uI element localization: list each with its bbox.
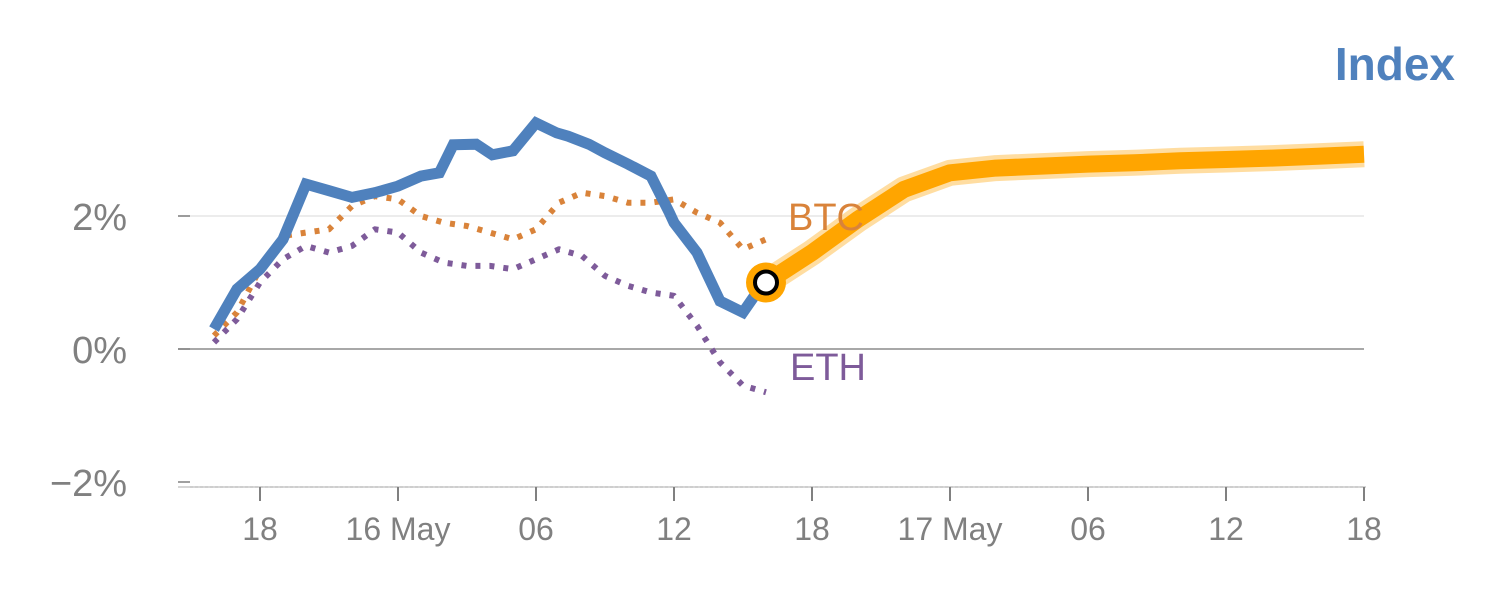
axis-layer: 2% 0% −2% 18 16 May 06 12 18 17 May 06 12 18 bbox=[50, 197, 1382, 547]
x-tick-label: 12 bbox=[1208, 511, 1244, 547]
eth-series-line bbox=[211, 226, 767, 396]
x-tick-label: 16 May bbox=[346, 511, 451, 547]
x-tick-label: 06 bbox=[518, 511, 554, 547]
current-value-marker bbox=[753, 269, 779, 296]
btc-series-label: BTC bbox=[788, 197, 864, 239]
chart-title: Index bbox=[1335, 38, 1456, 90]
series-layer bbox=[209, 116, 1365, 396]
y-tick-label: −2% bbox=[50, 463, 127, 505]
label-layer: Index BTC ETH bbox=[788, 38, 1455, 389]
y-tick-label: 2% bbox=[72, 197, 127, 239]
grid-layer bbox=[178, 215, 1364, 488]
eth-series-label: ETH bbox=[790, 347, 866, 389]
x-tick-label: 18 bbox=[794, 511, 830, 547]
x-tick-label: 12 bbox=[656, 511, 692, 547]
x-tick-label: 06 bbox=[1070, 511, 1106, 547]
y-tick-label: 0% bbox=[72, 330, 127, 372]
x-tick-label: 17 May bbox=[898, 511, 1003, 547]
x-tick-label: 18 bbox=[1346, 511, 1382, 547]
index-forecast-line bbox=[761, 145, 1365, 290]
x-tick-label: 18 bbox=[242, 511, 278, 547]
index-series-line bbox=[209, 116, 771, 332]
